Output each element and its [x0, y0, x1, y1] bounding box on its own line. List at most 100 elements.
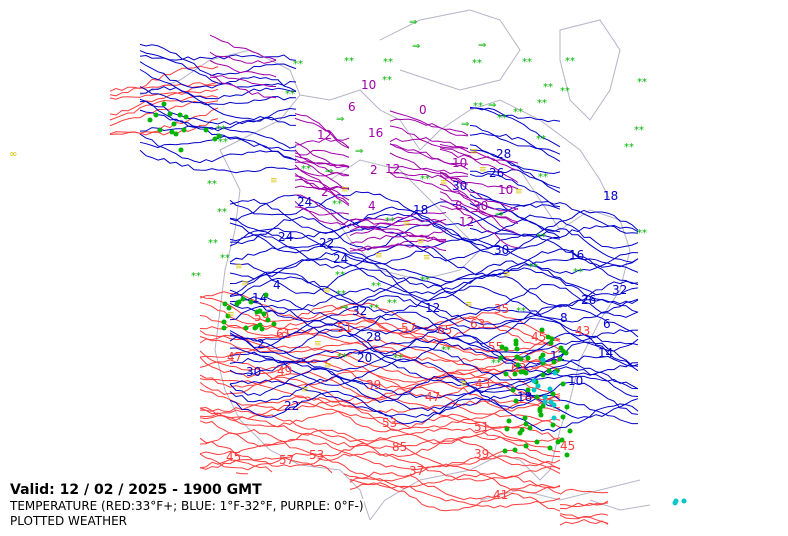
snow-icon: ** [536, 134, 546, 145]
fog-icon: ≡ [440, 178, 448, 188]
snow-icon: ** [207, 179, 217, 190]
cold-isotherm [469, 107, 561, 148]
fog-icon: ≡ [323, 286, 331, 296]
fog-icon: ≡ [470, 147, 478, 157]
rain-icon [248, 299, 254, 305]
warm-isotherm-label: 35 [494, 302, 509, 316]
subzero-isotherm [209, 74, 276, 87]
snow-icon: ** [536, 232, 546, 243]
subzero-isotherm-label: 12 [459, 215, 474, 229]
snow-icon: ** [344, 56, 354, 67]
cold-isotherm [469, 132, 561, 162]
cold-isotherm [139, 125, 297, 149]
rain-icon [153, 112, 159, 118]
warm-isotherm-label: 43 [575, 324, 590, 338]
snow-icon: ** [393, 353, 403, 364]
subzero-isotherm [294, 201, 350, 226]
warm-isotherm-label: 47 [227, 350, 242, 364]
drizzle-icon [681, 498, 687, 504]
cold-isotherm [139, 86, 297, 121]
warm-isotherm-label: 41 [493, 488, 508, 502]
cold-isotherm [229, 243, 639, 283]
subzero-isotherm [439, 191, 519, 223]
subzero-isotherm [389, 165, 469, 175]
haze-icon: ∞ [9, 149, 17, 160]
snow-icon: ** [383, 57, 393, 68]
warm-isotherm-label: 51 [474, 420, 489, 434]
rain-icon [557, 356, 563, 362]
rain-icon [265, 317, 271, 323]
cold-isotherm-label: 30 [246, 365, 261, 379]
warm-isotherm-label: 53 [309, 448, 324, 462]
rain-icon [514, 346, 520, 352]
snow-icon: ** [516, 306, 526, 317]
subzero-isotherm [209, 60, 277, 78]
snow-icon: ** [420, 174, 430, 185]
cold-isotherm [139, 98, 297, 125]
cold-isotherm-label: 24 [297, 195, 312, 209]
snow-icon: ** [560, 86, 570, 97]
wind-arrow-icon: ⇒ [355, 146, 363, 157]
wind-arrow-icon: ⇒ [488, 100, 496, 111]
rain-icon [513, 398, 519, 404]
cold-isotherm [229, 212, 639, 250]
rain-icon [225, 313, 231, 319]
rain-icon [548, 340, 554, 346]
snow-icon: ** [543, 82, 553, 93]
fog-icon: ≡ [314, 339, 322, 349]
cold-isotherm-label: 32 [612, 283, 627, 297]
cold-isotherm-label: 18 [413, 203, 428, 217]
rain-icon [523, 443, 529, 449]
subzero-isotherm [389, 143, 469, 170]
wind-arrow-icon: ⇒ [340, 302, 348, 313]
drizzle-icon [542, 394, 548, 400]
cold-isotherm [229, 194, 639, 237]
rain-icon [203, 127, 209, 133]
warm-isotherm [199, 420, 561, 467]
cold-isotherm [229, 328, 639, 369]
snow-icon: ** [335, 270, 345, 281]
subzero-isotherm-label: 10 [452, 156, 467, 170]
rain-icon [222, 301, 228, 307]
rain-icon [499, 344, 505, 350]
rain-icon [521, 369, 527, 375]
rain-icon [550, 391, 556, 397]
snow-icon: ** [634, 125, 644, 136]
subzero-isotherm [389, 118, 469, 136]
rain-icon [564, 452, 570, 458]
cold-isotherm [469, 106, 561, 123]
cold-isotherm-label: 30 [494, 243, 509, 257]
warm-isotherm [559, 513, 609, 520]
warm-isotherm-label: 55 [488, 340, 503, 354]
subzero-isotherm [294, 117, 350, 148]
warm-isotherm-label: 45 [560, 439, 575, 453]
snow-icon: ** [513, 107, 523, 118]
cold-isotherm-label: 18 [517, 390, 532, 404]
subzero-isotherm [389, 172, 469, 199]
rain-icon [515, 362, 521, 368]
rain-icon [171, 121, 177, 127]
rain-icon [545, 334, 551, 340]
cold-isotherm-label: 28 [366, 330, 381, 344]
rain-icon [167, 111, 173, 117]
rain-icon [560, 381, 566, 387]
subzero-isotherm [209, 76, 277, 99]
fog-icon: ≡ [417, 237, 425, 247]
subzero-isotherm-label: 6 [348, 100, 356, 114]
drizzle-icon [551, 402, 557, 408]
rain-icon [512, 371, 518, 377]
snow-icon: ** [473, 101, 483, 112]
coastline [299, 89, 611, 201]
warm-isotherm-label: 37 [409, 464, 424, 478]
rain-icon [534, 439, 540, 445]
rain-icon [183, 114, 189, 120]
subzero-isotherm [294, 113, 350, 149]
cold-isotherm [229, 258, 639, 305]
wind-arrow-icon: ⇒ [409, 17, 417, 28]
fog-icon: ≡ [270, 176, 278, 186]
rain-icon [546, 368, 552, 374]
subzero-isotherm [349, 238, 447, 252]
cold-isotherm [229, 349, 639, 389]
subzero-isotherm [439, 205, 519, 224]
rain-icon [252, 325, 258, 331]
